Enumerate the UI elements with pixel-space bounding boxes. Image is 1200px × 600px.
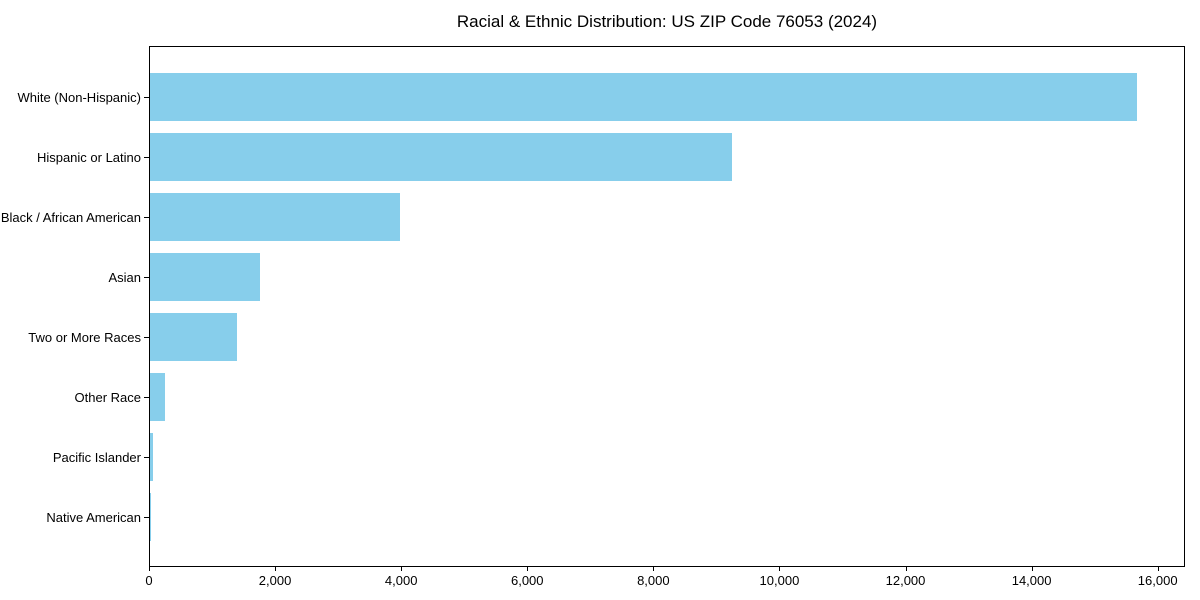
x-tick-label: 4,000 [384, 573, 418, 588]
x-tick-mark [1031, 567, 1033, 571]
y-tick-mark [144, 97, 149, 98]
y-tick-mark [144, 397, 149, 398]
x-tick-mark [527, 567, 529, 571]
x-tick-mark [779, 567, 781, 571]
x-tick-mark [149, 567, 150, 571]
category-label: Black / African American [0, 209, 141, 225]
bar [150, 433, 154, 481]
x-tick-mark [1157, 567, 1159, 571]
x-tick-label: 10,000 [759, 573, 800, 588]
x-tick-label: 12,000 [885, 573, 926, 588]
category-label: Two or More Races [28, 329, 141, 345]
y-tick-mark [144, 337, 149, 338]
x-tick-label: 2,000 [258, 573, 292, 588]
bar [150, 493, 152, 541]
x-tick-label: 8,000 [637, 573, 670, 588]
x-tick-label: 16,000 [1137, 573, 1178, 588]
plot-area [149, 46, 1185, 567]
y-tick-mark [144, 277, 149, 278]
category-label: Hispanic or Latino [36, 149, 141, 165]
y-tick-mark [144, 457, 149, 458]
bar [150, 313, 237, 361]
bar [150, 193, 400, 241]
bar [150, 373, 166, 421]
y-axis-labels: White (Non-Hispanic) Hispanic or Latino Bl… [0, 46, 141, 567]
y-tick-mark [144, 517, 149, 518]
y-tick-mark [144, 217, 149, 218]
chart-title: Racial & Ethnic Distribution: US ZIP Cod… [456, 12, 878, 31]
bar [150, 253, 260, 301]
x-tick-mark [905, 567, 907, 571]
category-label: White (Non-Hispanic) [17, 89, 141, 105]
x-tick-mark [401, 567, 403, 571]
bar [150, 73, 1137, 121]
category-label: Other Race [74, 389, 141, 405]
category-label: Native American [46, 509, 141, 525]
y-tick-mark [144, 157, 149, 158]
x-tick-label: 0 [145, 573, 153, 588]
category-label: Asian [108, 269, 141, 285]
x-tick-label: 6,000 [510, 573, 544, 588]
x-tick-mark [653, 567, 655, 571]
bar [150, 133, 732, 181]
category-label: Pacific Islander [52, 449, 141, 465]
x-tick-label: 14,000 [1011, 573, 1052, 588]
x-tick-mark [275, 567, 277, 571]
